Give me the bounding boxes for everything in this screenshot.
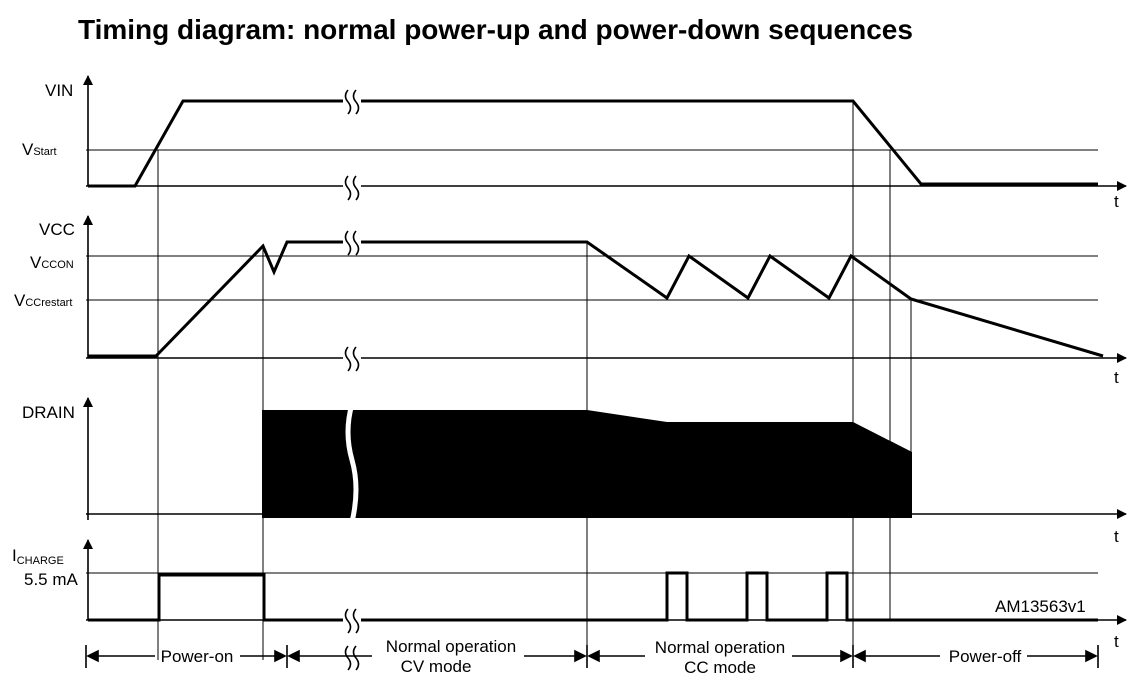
axes <box>83 75 1127 625</box>
phase-label-power-on: Power-on <box>161 647 234 666</box>
icharge-waveform <box>88 571 1098 622</box>
vin-time-label: t <box>1114 192 1119 211</box>
vcc-waveform <box>88 240 1104 358</box>
vin-label: VIN <box>45 81 73 100</box>
icharge-time-label: t <box>1114 632 1119 651</box>
vin-waveform <box>88 99 1098 188</box>
time-break-marks <box>343 89 361 671</box>
figure-code: AM13563v1 <box>995 597 1086 616</box>
waveforms <box>88 99 1104 358</box>
phase-label-cc-line2: CC mode <box>684 658 756 677</box>
vstart-label: VStart <box>22 140 57 159</box>
phase-label-cc-line1: Normal operation <box>655 638 785 657</box>
phase-label-cv-line2: CV mode <box>401 657 472 676</box>
diagram-title: Timing diagram: normal power-up and powe… <box>78 14 913 45</box>
drain-waveform <box>262 410 912 518</box>
phase-label-cv-line1: Normal operation <box>386 637 516 656</box>
vcc-time-label: t <box>1114 368 1119 387</box>
vccon-label: VCCON <box>30 253 74 272</box>
phase-dimension-arrows <box>85 645 1099 668</box>
icharge-label: ICHARGE <box>12 546 64 567</box>
drain-label: DRAIN <box>22 403 75 422</box>
phase-marker-lines <box>157 101 912 660</box>
vcc-label: VCC <box>39 220 75 239</box>
drain-time-label: t <box>1114 527 1119 546</box>
icharge-level-label: 5.5 mA <box>24 570 79 589</box>
phase-label-power-off: Power-off <box>949 647 1022 666</box>
vccrestart-label: VCCrestart <box>14 291 72 310</box>
